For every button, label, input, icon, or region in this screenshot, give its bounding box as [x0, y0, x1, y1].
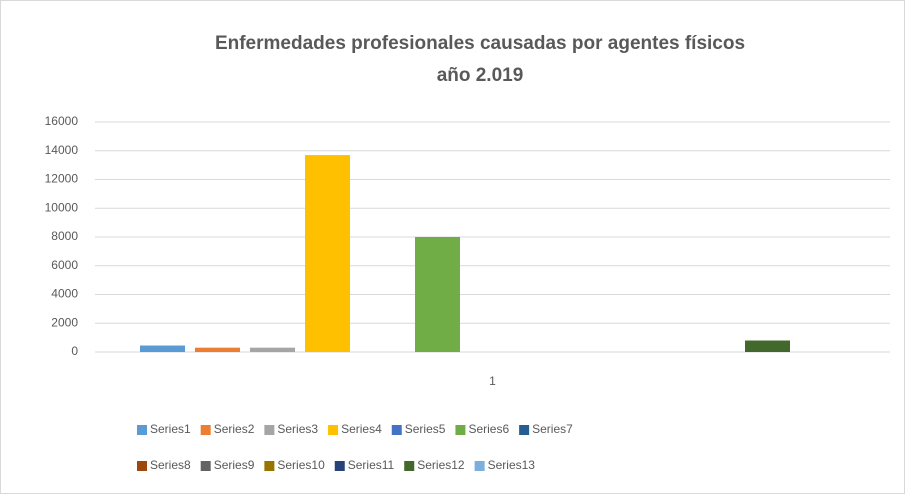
legend-swatch	[264, 461, 275, 471]
chart-title: año 2.019	[437, 65, 524, 86]
legend-label: Series3	[277, 422, 318, 436]
legend-label: Series9	[214, 458, 255, 472]
legend-label: Series2	[214, 422, 255, 436]
chart-title: Enfermedades profesionales causadas por …	[215, 33, 745, 54]
y-tick-label: 16000	[45, 114, 79, 128]
bar	[250, 347, 295, 352]
legend-label: Series7	[532, 422, 573, 436]
legend-label: Series12	[417, 458, 465, 472]
y-tick-label: 12000	[45, 172, 79, 186]
legend-swatch	[404, 461, 415, 471]
legend-label: Series6	[468, 422, 509, 436]
bar	[415, 237, 460, 352]
legend-swatch	[519, 425, 530, 435]
legend-label: Series8	[150, 458, 191, 472]
legend-swatch	[137, 461, 147, 471]
y-tick-label: 2000	[51, 315, 78, 329]
y-tick-label: 10000	[45, 200, 79, 214]
x-tick-label: 1	[489, 374, 496, 388]
legend-swatch	[137, 425, 147, 435]
legend-swatch	[328, 425, 339, 435]
legend-label: Series1	[150, 422, 191, 436]
y-tick-label: 8000	[51, 229, 78, 243]
y-tick-label: 14000	[45, 143, 79, 157]
legend-swatch	[474, 461, 485, 471]
legend-swatch	[334, 461, 345, 471]
bar	[195, 347, 240, 352]
legend-label: Series13	[488, 458, 536, 472]
y-tick-label: 0	[71, 344, 78, 358]
legend-swatch	[264, 425, 275, 435]
bar	[745, 340, 790, 352]
legend-swatch	[200, 461, 211, 471]
legend-label: Series10	[277, 458, 325, 472]
y-tick-label: 6000	[51, 258, 78, 272]
legend-label: Series11	[348, 458, 395, 472]
legend-swatch	[391, 425, 402, 435]
legend-label: Series5	[405, 422, 446, 436]
bar	[305, 155, 350, 352]
legend-swatch	[455, 425, 466, 435]
legend-label: Series4	[341, 422, 382, 436]
y-tick-label: 4000	[51, 287, 78, 301]
legend-swatch	[200, 425, 211, 435]
bar	[140, 345, 185, 352]
